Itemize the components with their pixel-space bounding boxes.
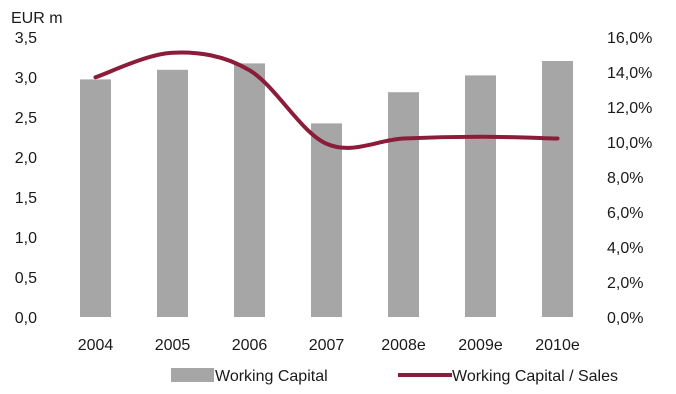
y-tick-label-left: 0,5	[15, 270, 37, 287]
x-tick-label: 2004	[78, 337, 114, 354]
bar-2004	[80, 79, 111, 318]
x-tick-label: 2007	[309, 337, 345, 354]
y-axis-title: EUR m	[11, 10, 63, 27]
y-tick-label-right: 0,0%	[607, 310, 643, 327]
bar-2007	[311, 123, 342, 318]
bar-2010e	[542, 61, 573, 317]
x-axis-ticks: 2004 2005 2006 2007 2008e 2009e 2010e	[78, 337, 580, 354]
x-tick-label: 2009e	[458, 337, 503, 354]
y-tick-label-right: 14,0%	[607, 65, 652, 82]
bar-2005	[157, 69, 188, 317]
y-tick-label-left: 2,5	[15, 110, 37, 127]
bar-2006	[234, 63, 265, 318]
y-tick-label-right: 16,0%	[607, 30, 652, 47]
y-tick-label-left: 3,5	[15, 30, 37, 47]
y-tick-label-right: 10,0%	[607, 135, 652, 152]
bar-2009e	[465, 75, 496, 318]
y-tick-label-left: 0,0	[15, 310, 37, 327]
bar-series	[80, 61, 573, 318]
line-series-working-capital-sales	[93, 50, 560, 150]
y-axis-right-ticks: 0,0% 2,0% 4,0% 6,0% 8,0% 10,0% 12,0% 14,0% 16,0%	[607, 30, 652, 327]
x-tick-label: 2008e	[381, 337, 426, 354]
y-tick-label-right: 2,0%	[607, 275, 643, 292]
y-tick-label-right: 4,0%	[607, 240, 643, 257]
y-tick-label-left: 1,0	[15, 230, 37, 247]
bar-2008e	[388, 92, 419, 317]
y-tick-label-left: 1,5	[15, 190, 37, 207]
x-tick-label: 2010e	[535, 337, 580, 354]
y-tick-label-left: 3,0	[15, 70, 37, 87]
legend-label-working-capital-sales: Working Capital / Sales	[452, 368, 618, 385]
y-tick-label-right: 6,0%	[607, 205, 643, 222]
legend-swatch-working-capital	[171, 368, 214, 382]
y-tick-label-left: 2,0	[15, 150, 37, 167]
y-tick-label-right: 8,0%	[607, 170, 643, 187]
y-tick-label-right: 12,0%	[607, 100, 652, 117]
legend-label-working-capital: Working Capital	[215, 368, 328, 385]
x-tick-label: 2006	[232, 337, 268, 354]
x-tick-label: 2005	[155, 337, 191, 354]
legend: Working Capital Working Capital / Sales	[171, 368, 618, 385]
y-axis-left-ticks: 0,0 0,5 1,0 1,5 2,0 2,5 3,0 3,5	[15, 30, 37, 327]
